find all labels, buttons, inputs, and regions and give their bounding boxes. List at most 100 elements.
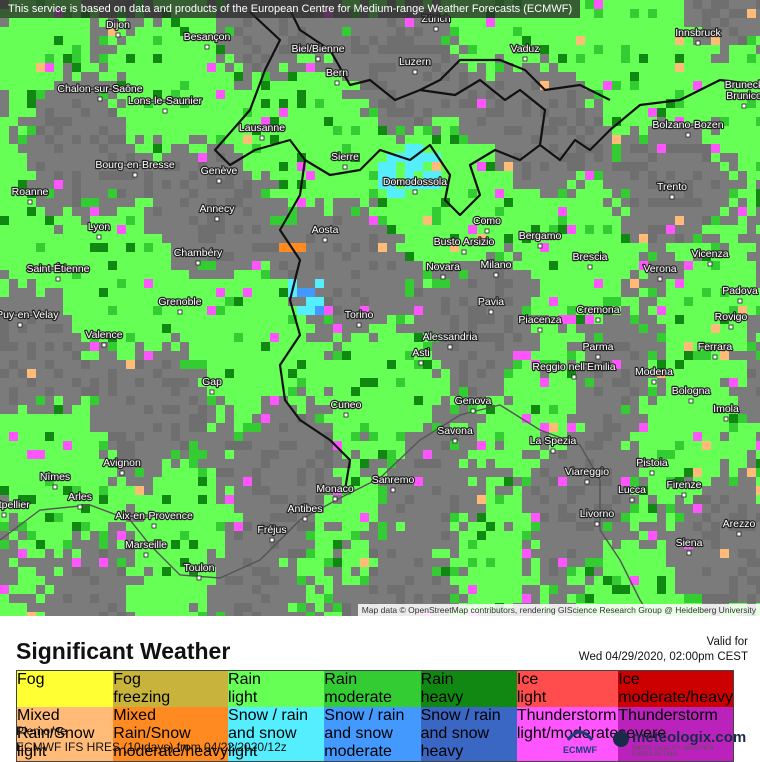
grid-cell bbox=[243, 234, 252, 243]
grid-cell bbox=[189, 189, 198, 198]
grid-cell bbox=[126, 414, 135, 423]
grid-cell bbox=[747, 99, 756, 108]
grid-cell bbox=[162, 432, 171, 441]
grid-cell bbox=[0, 90, 9, 99]
grid-cell bbox=[72, 522, 81, 531]
grid-cell bbox=[261, 414, 270, 423]
grid-cell bbox=[54, 495, 63, 504]
grid-cell bbox=[378, 63, 387, 72]
grid-cell bbox=[603, 288, 612, 297]
grid-cell bbox=[63, 441, 72, 450]
grid-cell bbox=[648, 405, 657, 414]
grid-cell bbox=[90, 279, 99, 288]
grid-cell bbox=[315, 342, 324, 351]
grid-cell bbox=[360, 441, 369, 450]
grid-cell bbox=[18, 27, 27, 36]
grid-cell bbox=[135, 126, 144, 135]
grid-cell bbox=[504, 243, 513, 252]
grid-cell bbox=[207, 63, 216, 72]
grid-cell bbox=[324, 423, 333, 432]
grid-cell bbox=[378, 153, 387, 162]
grid-cell bbox=[63, 270, 72, 279]
grid-cell bbox=[360, 468, 369, 477]
grid-cell bbox=[414, 99, 423, 108]
grid-cell bbox=[81, 45, 90, 54]
grid-cell bbox=[297, 252, 306, 261]
grid-cell bbox=[477, 315, 486, 324]
grid-cell bbox=[468, 261, 477, 270]
grid-cell bbox=[18, 342, 27, 351]
grid-cell bbox=[711, 486, 720, 495]
grid-cell bbox=[711, 387, 720, 396]
grid-cell bbox=[423, 306, 432, 315]
grid-cell bbox=[18, 360, 27, 369]
grid-cell bbox=[189, 450, 198, 459]
grid-cell bbox=[441, 72, 450, 81]
grid-cell bbox=[576, 189, 585, 198]
grid-cell bbox=[45, 468, 54, 477]
grid-cell bbox=[657, 180, 666, 189]
grid-cell bbox=[234, 468, 243, 477]
grid-cell bbox=[441, 351, 450, 360]
grid-cell bbox=[117, 360, 126, 369]
grid-cell bbox=[630, 342, 639, 351]
grid-cell bbox=[342, 18, 351, 27]
grid-cell bbox=[729, 99, 738, 108]
grid-cell bbox=[234, 36, 243, 45]
grid-cell bbox=[144, 360, 153, 369]
grid-cell bbox=[711, 306, 720, 315]
grid-cell bbox=[378, 360, 387, 369]
grid-cell bbox=[135, 99, 144, 108]
grid-cell bbox=[378, 441, 387, 450]
grid-cell bbox=[243, 297, 252, 306]
grid-cell bbox=[684, 495, 693, 504]
grid-cell bbox=[90, 180, 99, 189]
grid-cell bbox=[306, 387, 315, 396]
grid-cell bbox=[54, 396, 63, 405]
grid-cell bbox=[432, 36, 441, 45]
grid-cell bbox=[396, 351, 405, 360]
grid-cell bbox=[225, 54, 234, 63]
grid-cell bbox=[648, 54, 657, 63]
grid-cell bbox=[558, 360, 567, 369]
grid-cell bbox=[180, 333, 189, 342]
grid-cell bbox=[486, 162, 495, 171]
grid-cell bbox=[405, 423, 414, 432]
grid-cell bbox=[198, 495, 207, 504]
grid-cell bbox=[171, 117, 180, 126]
grid-cell bbox=[423, 216, 432, 225]
grid-cell bbox=[612, 117, 621, 126]
grid-cell bbox=[153, 441, 162, 450]
grid-cell bbox=[360, 432, 369, 441]
grid-cell bbox=[99, 315, 108, 324]
grid-cell bbox=[252, 396, 261, 405]
grid-cell bbox=[378, 72, 387, 81]
grid-cell bbox=[324, 126, 333, 135]
grid-cell bbox=[603, 90, 612, 99]
grid-cell bbox=[756, 378, 760, 387]
grid-cell bbox=[288, 477, 297, 486]
grid-cell bbox=[297, 99, 306, 108]
grid-cell bbox=[369, 468, 378, 477]
grid-cell bbox=[477, 468, 486, 477]
grid-cell bbox=[378, 342, 387, 351]
grid-cell bbox=[729, 27, 738, 36]
grid-cell bbox=[315, 261, 324, 270]
grid-cell bbox=[693, 423, 702, 432]
grid-cell bbox=[270, 396, 279, 405]
grid-cell bbox=[567, 72, 576, 81]
grid-cell bbox=[549, 378, 558, 387]
grid-cell bbox=[513, 180, 522, 189]
grid-cell bbox=[549, 207, 558, 216]
grid-cell bbox=[153, 468, 162, 477]
grid-cell bbox=[216, 342, 225, 351]
grid-cell bbox=[261, 288, 270, 297]
grid-cell bbox=[711, 72, 720, 81]
grid-cell bbox=[306, 252, 315, 261]
grid-cell bbox=[711, 207, 720, 216]
grid-cell bbox=[198, 18, 207, 27]
grid-cell bbox=[432, 522, 441, 531]
grid-cell bbox=[540, 225, 549, 234]
grid-cell bbox=[243, 189, 252, 198]
grid-cell bbox=[639, 171, 648, 180]
